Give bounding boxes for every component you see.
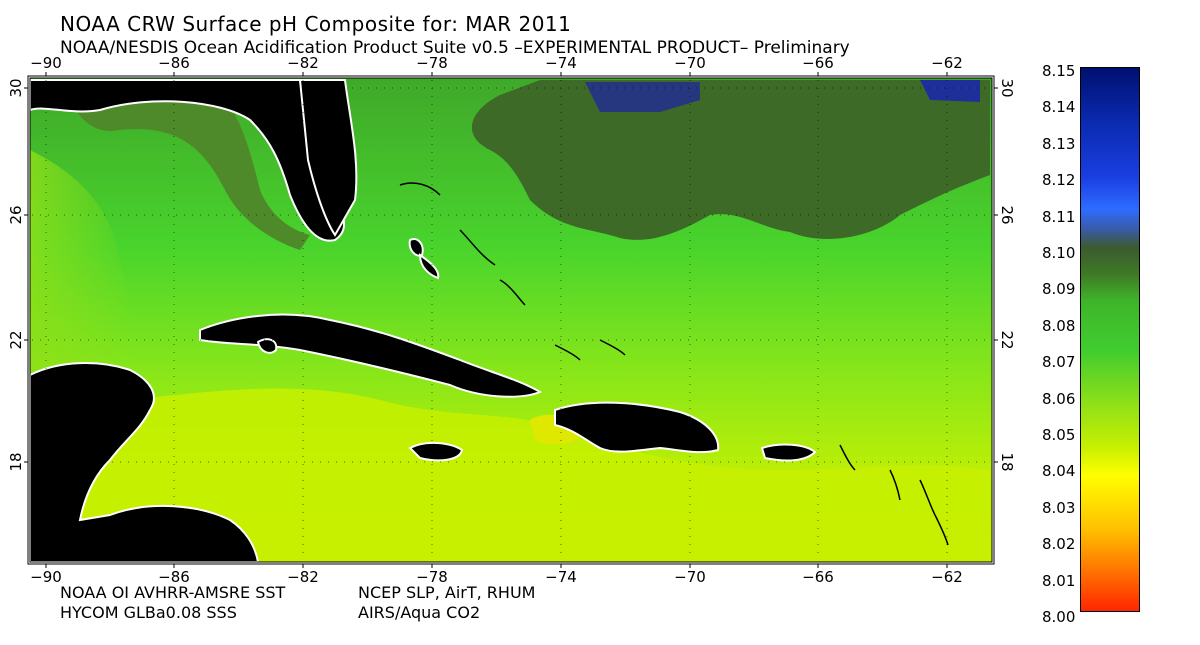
lon-label-top: −86 (158, 54, 190, 72)
colorbar-label: 8.06 (1042, 389, 1076, 408)
lat-label-right: 30 (998, 78, 1016, 97)
colorbar-label: 8.05 (1042, 426, 1076, 444)
ocean-high-ph-band (471, 80, 990, 240)
land-yucatan (29, 362, 260, 563)
land-bahamas-great (418, 253, 440, 280)
lon-label-top: −70 (674, 54, 706, 72)
colorbar-label: 8.14 (1042, 98, 1076, 117)
lon-label-bottom: −62 (931, 568, 963, 586)
colorbar-label: 8.02 (1042, 535, 1076, 554)
land-puerto-rico (760, 443, 817, 462)
credit-ncep: NCEP SLP, AirT, RHUM (358, 583, 536, 602)
lon-label-bottom: −90 (30, 568, 62, 586)
land-cuba (199, 313, 543, 398)
lat-label-left: 26 (7, 205, 25, 224)
map-outer-frame (27, 75, 995, 565)
lat-label-left: 30 (7, 78, 25, 97)
land-bahamas-andros (408, 238, 424, 257)
lon-label-top: −74 (545, 54, 577, 72)
ocean-high-ph-topmid (585, 82, 700, 112)
colorbar-label: 8.09 (1042, 280, 1076, 299)
lat-label-right: 18 (998, 452, 1016, 471)
lon-label-bottom: −70 (674, 568, 706, 586)
land-florida-keys-south (298, 79, 358, 237)
lat-label-right: 22 (998, 330, 1016, 349)
graticule (32, 80, 990, 560)
land-jamaica (408, 442, 464, 462)
ocean-west-lighter (30, 150, 136, 430)
colorbar-label: 8.12 (1042, 171, 1076, 190)
credit-sss: HYCOM GLBa0.08 SSS (60, 603, 237, 622)
colorbar-label: 8.03 (1042, 498, 1076, 517)
lon-label-bottom: −86 (158, 568, 190, 586)
colorbar-label: 8.11 (1042, 207, 1076, 226)
colorbar-label: 8.00 (1042, 608, 1076, 626)
land-isle-of-youth (256, 338, 278, 354)
land-hispaniola (554, 401, 720, 454)
axis-ticks: −90 −90 −86 −86 −82 −82 −78 −78 −74 −74 −70 −70 −66 −… (7, 54, 1016, 586)
colorbar-label: 8.15 (1042, 62, 1076, 80)
colorbar-label: 8.10 (1042, 244, 1076, 262)
ocean-low-ph-caribbean (30, 388, 990, 562)
credit-sst: NOAA OI AVHRR-AMSRE SST (60, 583, 286, 602)
lat-label-right: 26 (998, 205, 1016, 224)
ocean-high-ph-gulf (70, 80, 310, 250)
colorbar-label: 8.08 (1042, 316, 1076, 335)
map-title: NOAA CRW Surface pH Composite for: MAR 2… (60, 12, 572, 36)
lon-label-bottom: −74 (545, 568, 577, 586)
lon-label-top: −78 (416, 54, 448, 72)
lon-label-bottom: −66 (802, 568, 834, 586)
colorbar (1080, 67, 1140, 612)
colorbar-label: 8.13 (1042, 134, 1076, 153)
lat-label-left: 18 (7, 452, 25, 471)
lon-label-bottom: −78 (416, 568, 448, 586)
lon-label-top: −82 (287, 54, 319, 72)
map-subtitle: NOAA/NESDIS Ocean Acidification Product … (60, 38, 850, 58)
colorbar-label: 8.04 (1042, 462, 1076, 481)
ocean-high-ph-topright (920, 80, 980, 102)
lon-label-bottom: −82 (287, 568, 319, 586)
small-islands (399, 182, 949, 546)
colorbar-label: 8.01 (1042, 571, 1076, 590)
map-frame (29, 77, 993, 563)
colorbar-label: 8.07 (1042, 353, 1076, 372)
lon-label-top: −90 (30, 54, 62, 72)
lon-label-top: −66 (802, 54, 834, 72)
lon-label-top: −62 (931, 54, 963, 72)
credit-co2: AIRS/Aqua CO2 (358, 603, 481, 622)
lat-label-left: 22 (7, 330, 25, 349)
